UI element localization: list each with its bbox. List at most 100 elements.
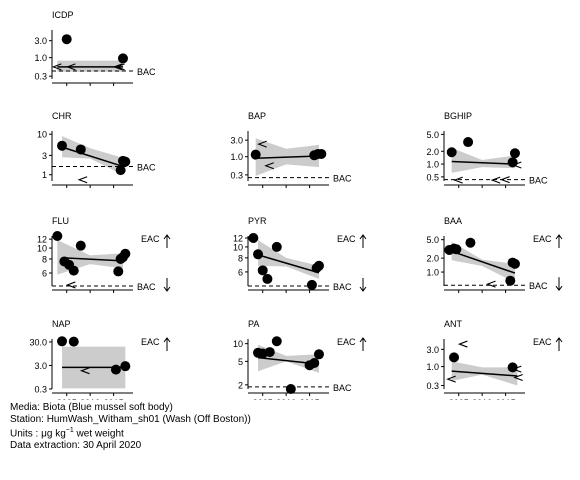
bap-point-3: [316, 148, 327, 159]
flu-panel-title: FLU: [52, 216, 69, 226]
pa-eac-label: EAC: [337, 337, 356, 347]
bghip-panel-title: BGHIP: [444, 111, 472, 121]
flu-bac-label: BAC: [137, 282, 156, 292]
ant-eac-arrow-icon: [555, 337, 563, 351]
chr-y-tick-label-2: 10: [37, 130, 47, 140]
bghip-point-2: [507, 157, 518, 168]
chr-point-1: [75, 144, 86, 155]
chr-y-tick-label-0: 1: [42, 170, 47, 180]
ant-x-tick-label-1: 2010: [472, 398, 492, 400]
nap-y-tick-label-2: 30.0: [29, 337, 47, 347]
flu-trend-line: [61, 257, 124, 262]
ant-y-tick-label-1: 1.0: [426, 362, 439, 372]
pyr-y-tick-label-0: 6: [238, 267, 243, 277]
pyr-point-1: [253, 249, 264, 260]
bap-panel-title: BAP: [248, 111, 266, 121]
units-prefix: Units :: [10, 428, 42, 440]
pa-point-2: [264, 347, 275, 358]
bap-bac-label: BAC: [333, 174, 352, 184]
nap-y-tick-label-0: 0.3: [34, 385, 47, 395]
pyr-eac-arrow-icon: [359, 234, 367, 248]
pa-x-tick-label-2: 2015: [300, 398, 320, 400]
icdp-y-tick-label-0: 0.3: [34, 72, 47, 82]
icdp-y-tick-label-2: 3.0: [34, 36, 47, 46]
bghip-point-0: [446, 147, 457, 158]
pyr-panel-title: PYR: [248, 216, 267, 226]
bap-y-tick-label-0: 0.3: [230, 170, 243, 180]
baa-bac-arrow-icon: [555, 277, 563, 292]
baa-y-tick-label-0: 1.0: [426, 268, 439, 278]
units-mu: μg kg: [41, 428, 66, 440]
pa-point-7: [313, 349, 324, 360]
pa-y-tick-label-1: 5: [238, 357, 243, 367]
icdp-less-than-marker-3: [115, 63, 125, 71]
flu-point-5: [113, 266, 124, 277]
nap-y-tick-label-1: 3.0: [34, 361, 47, 371]
pa-y-tick-label-0: 2: [238, 380, 243, 390]
icdp-less-than-marker-0: [51, 63, 62, 71]
pyr-y-tick-label-2: 10: [233, 242, 243, 252]
bghip-less-than-marker-0: [453, 176, 463, 184]
bap-y-tick-label-2: 3.0: [230, 136, 243, 146]
baa-point-4: [505, 275, 516, 286]
ant-trend-line: [451, 370, 518, 377]
flu-point-8: [120, 248, 131, 259]
pyr-point-2: [257, 265, 268, 276]
flu-bac-arrow-icon: [163, 278, 171, 292]
icdp-y-tick-label-1: 1.0: [34, 53, 47, 63]
pyr-y-tick-label-1: 8: [238, 253, 243, 263]
units-exponent: −1: [65, 427, 74, 434]
pyr-y-tick-label-3: 12: [233, 233, 243, 243]
bghip-y-tick-label-1: 1.0: [426, 160, 439, 170]
icdp-less-than-marker-1: [65, 63, 76, 71]
ant-y-tick-label-0: 0.3: [426, 381, 439, 391]
baa-y-tick-label-1: 2.0: [426, 254, 439, 264]
flu-y-tick-label-0: 6: [42, 269, 47, 279]
pyr-point-0: [248, 232, 259, 243]
nap-less-than-marker-0: [79, 367, 90, 375]
flu-less-than-marker-0: [65, 281, 76, 289]
baa-trend-line: [451, 250, 516, 274]
bap-point-0: [250, 149, 261, 160]
footer-station: Station: HumWash_Witham_sh01 (Wash (Off …: [10, 413, 251, 425]
nap-point-2: [110, 364, 121, 375]
ant-panel-title: ANT: [444, 319, 463, 329]
baa-point-2: [451, 244, 462, 255]
chr-point-0: [57, 140, 68, 151]
footer-units: Units : μg kg−1 wet weight: [10, 425, 251, 440]
ant-x-tick-label-2: 2015: [496, 398, 516, 400]
bap-less-than-marker-0: [257, 140, 267, 148]
chr-point-2: [115, 165, 126, 176]
nap-x-tick-label-1: 2010: [80, 398, 100, 400]
flu-point-4: [75, 240, 86, 251]
chr-confidence-band: [62, 136, 123, 175]
chr-y-tick-label-1: 3: [42, 151, 47, 161]
bghip-confidence-band: [451, 147, 515, 173]
ant-point-1: [507, 362, 518, 373]
ant-eac-label: EAC: [533, 337, 552, 347]
bghip-y-tick-label-0: 0.5: [426, 172, 439, 182]
chr-bac-label: BAC: [137, 162, 156, 172]
baa-y-tick-label-2: 5.0: [426, 235, 439, 245]
chr-panel-title: CHR: [52, 111, 72, 121]
flu-eac-arrow-icon: [163, 234, 171, 248]
footer-extraction: Data extraction: 30 April 2020: [10, 439, 142, 451]
ant-y-tick-label-2: 3.0: [426, 345, 439, 355]
pa-point-3: [271, 336, 282, 347]
units-suffix: wet weight: [73, 428, 124, 440]
baa-eac-label: EAC: [533, 234, 552, 244]
footer-media: Media: Biota (Blue mussel soft body): [10, 402, 173, 413]
ant-less-than-marker-0: [446, 375, 456, 383]
baa-less-than-marker-0: [485, 280, 496, 288]
ant-less-than-marker-3: [513, 373, 523, 381]
nap-point-1: [68, 336, 79, 347]
bghip-less-than-marker-2: [500, 176, 510, 184]
nap-x-tick-label-2: 2015: [104, 398, 124, 400]
baa-point-6: [509, 258, 520, 269]
chr-less-than-marker-0: [77, 176, 88, 184]
pyr-trend-line: [257, 254, 320, 274]
baa-bac-label: BAC: [529, 281, 548, 291]
icdp-bac-label: BAC: [137, 67, 156, 77]
bghip-trend-line: [451, 160, 515, 165]
footer: Media: Biota (Blue mussel soft body) Sta…: [10, 402, 251, 451]
